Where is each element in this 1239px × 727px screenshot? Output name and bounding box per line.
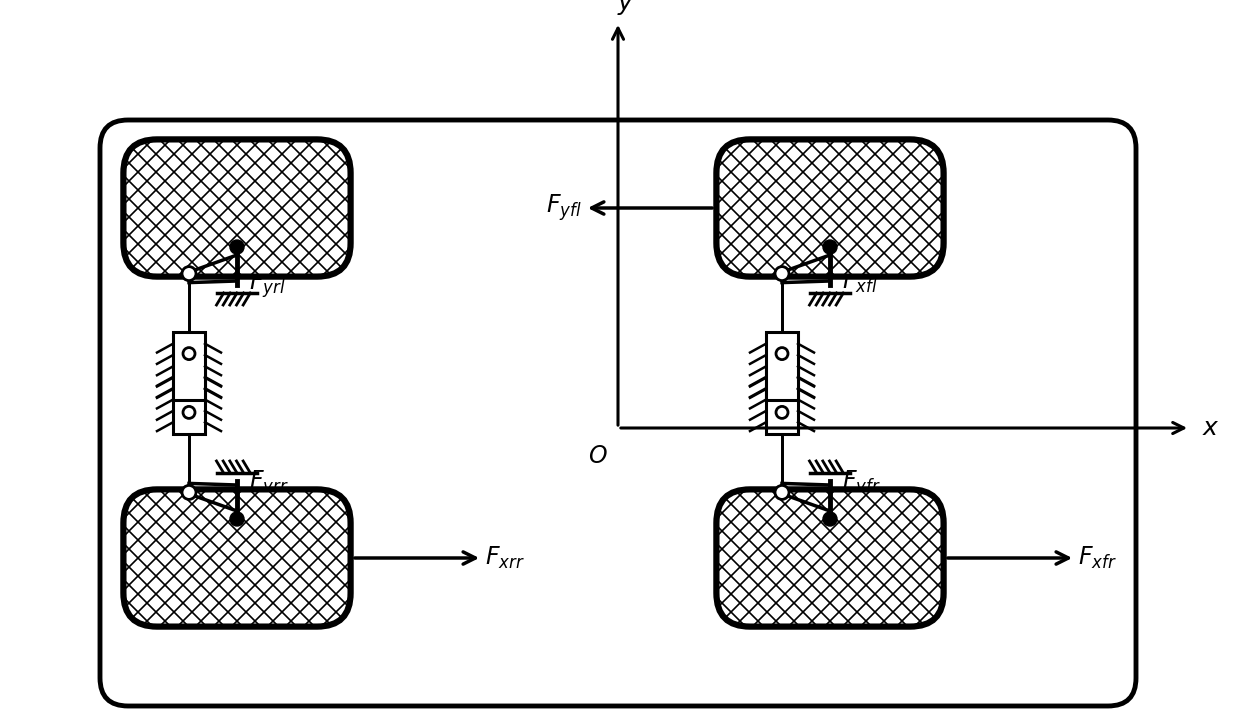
Circle shape: [823, 512, 838, 526]
Text: $F_{yfr}$: $F_{yfr}$: [843, 468, 881, 499]
Circle shape: [182, 486, 196, 499]
Circle shape: [776, 406, 788, 419]
FancyBboxPatch shape: [716, 489, 944, 627]
FancyBboxPatch shape: [124, 489, 351, 627]
Text: $F_{yrr}$: $F_{yrr}$: [249, 468, 289, 499]
Bar: [766, 366, 798, 433]
FancyBboxPatch shape: [124, 140, 351, 276]
FancyBboxPatch shape: [100, 120, 1136, 706]
Bar: [173, 332, 204, 401]
Circle shape: [183, 406, 195, 419]
Text: $O$: $O$: [589, 444, 608, 468]
Bar: [766, 332, 798, 401]
Text: $F_{xfl}$: $F_{xfl}$: [843, 269, 877, 295]
Text: $F_{xfr}$: $F_{xfr}$: [1078, 545, 1116, 571]
FancyBboxPatch shape: [716, 140, 944, 276]
Circle shape: [182, 267, 196, 281]
Circle shape: [823, 240, 838, 254]
Text: $x$: $x$: [1202, 416, 1219, 440]
Bar: [173, 366, 204, 433]
Circle shape: [183, 348, 195, 360]
Circle shape: [230, 512, 244, 526]
Text: $F_{yfl}$: $F_{yfl}$: [546, 193, 582, 223]
Text: $F_{xrr}$: $F_{xrr}$: [484, 545, 525, 571]
Text: $y$: $y$: [617, 0, 634, 17]
Circle shape: [230, 240, 244, 254]
Text: $F_{yrl}$: $F_{yrl}$: [249, 269, 286, 300]
Circle shape: [776, 348, 788, 360]
Circle shape: [776, 486, 789, 499]
Circle shape: [776, 267, 789, 281]
